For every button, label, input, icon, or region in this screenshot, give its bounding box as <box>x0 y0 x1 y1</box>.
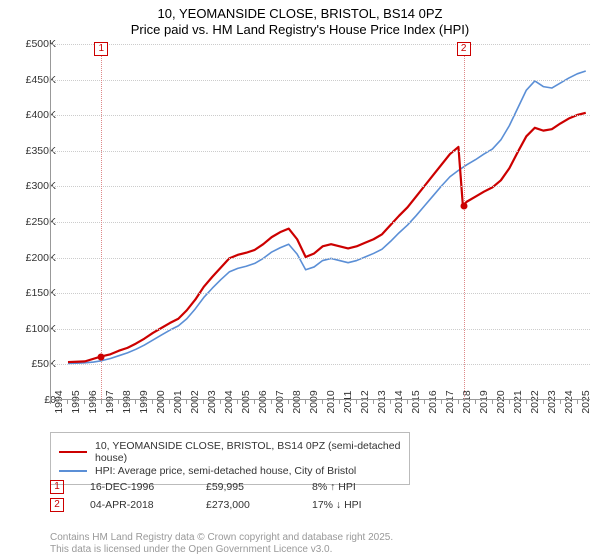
gridline <box>51 364 590 365</box>
gridline <box>51 151 590 152</box>
sale-price: £273,000 <box>206 499 286 511</box>
x-tick <box>84 400 85 404</box>
x-tick <box>169 400 170 404</box>
gridline <box>51 293 590 294</box>
x-tick <box>339 400 340 404</box>
sale-date: 04-APR-2018 <box>90 499 180 511</box>
sale-marker-ref: 1 <box>50 480 64 494</box>
title-address: 10, YEOMANSIDE CLOSE, BRISTOL, BS14 0PZ <box>0 6 600 21</box>
x-tick <box>101 400 102 404</box>
x-tick <box>373 400 374 404</box>
sale-price: £59,995 <box>206 481 286 493</box>
x-tick <box>50 400 51 404</box>
sale-hpi-diff: 8% ↑ HPI <box>312 481 402 493</box>
marker-number: 2 <box>457 42 471 56</box>
sales-table: 1 16-DEC-1996 £59,995 8% ↑ HPI 2 04-APR-2018 £… <box>50 480 402 516</box>
gridline <box>51 329 590 330</box>
x-tick <box>577 400 578 404</box>
gridline <box>51 44 590 45</box>
x-tick <box>356 400 357 404</box>
title-block: 10, YEOMANSIDE CLOSE, BRISTOL, BS14 0PZ … <box>0 0 600 37</box>
x-tick <box>407 400 408 404</box>
x-tick <box>135 400 136 404</box>
sale-date: 16-DEC-1996 <box>90 481 180 493</box>
x-tick <box>560 400 561 404</box>
footer-line1: Contains HM Land Registry data © Crown c… <box>50 532 393 544</box>
x-tick <box>305 400 306 404</box>
sale-row: 1 16-DEC-1996 £59,995 8% ↑ HPI <box>50 480 402 494</box>
x-tick <box>424 400 425 404</box>
gridline <box>51 186 590 187</box>
x-tick <box>254 400 255 404</box>
plot-area: 12 <box>50 44 590 400</box>
legend-item: 10, YEOMANSIDE CLOSE, BRISTOL, BS14 0PZ … <box>59 440 401 464</box>
x-tick <box>288 400 289 404</box>
footer-line2: This data is licensed under the Open Gov… <box>50 544 393 556</box>
x-tick <box>441 400 442 404</box>
x-tick <box>67 400 68 404</box>
sale-row: 2 04-APR-2018 £273,000 17% ↓ HPI <box>50 498 402 512</box>
gridline <box>51 222 590 223</box>
sale-marker-ref: 2 <box>50 498 64 512</box>
x-tick <box>186 400 187 404</box>
x-tick <box>543 400 544 404</box>
x-tick <box>152 400 153 404</box>
legend-swatch <box>59 451 87 453</box>
x-tick <box>271 400 272 404</box>
gridline <box>51 115 590 116</box>
x-tick <box>322 400 323 404</box>
footer-attribution: Contains HM Land Registry data © Crown c… <box>50 532 393 556</box>
x-tick <box>492 400 493 404</box>
x-tick <box>118 400 119 404</box>
x-tick <box>220 400 221 404</box>
sale-hpi-diff: 17% ↓ HPI <box>312 499 402 511</box>
x-tick <box>475 400 476 404</box>
marker-dot <box>98 354 105 361</box>
marker-number: 1 <box>94 42 108 56</box>
legend-label: 10, YEOMANSIDE CLOSE, BRISTOL, BS14 0PZ … <box>95 440 401 464</box>
legend: 10, YEOMANSIDE CLOSE, BRISTOL, BS14 0PZ … <box>50 432 410 485</box>
marker-line <box>101 44 102 399</box>
x-tick <box>526 400 527 404</box>
legend-swatch <box>59 470 87 472</box>
gridline <box>51 80 590 81</box>
legend-label: HPI: Average price, semi-detached house,… <box>95 465 356 477</box>
x-tick <box>203 400 204 404</box>
x-tick <box>458 400 459 404</box>
x-tick <box>237 400 238 404</box>
chart-container: 10, YEOMANSIDE CLOSE, BRISTOL, BS14 0PZ … <box>0 0 600 560</box>
legend-item: HPI: Average price, semi-detached house,… <box>59 465 401 477</box>
x-tick <box>509 400 510 404</box>
marker-line <box>464 44 465 399</box>
title-subtitle: Price paid vs. HM Land Registry's House … <box>0 22 600 37</box>
gridline <box>51 258 590 259</box>
marker-dot <box>460 202 467 209</box>
x-tick <box>390 400 391 404</box>
